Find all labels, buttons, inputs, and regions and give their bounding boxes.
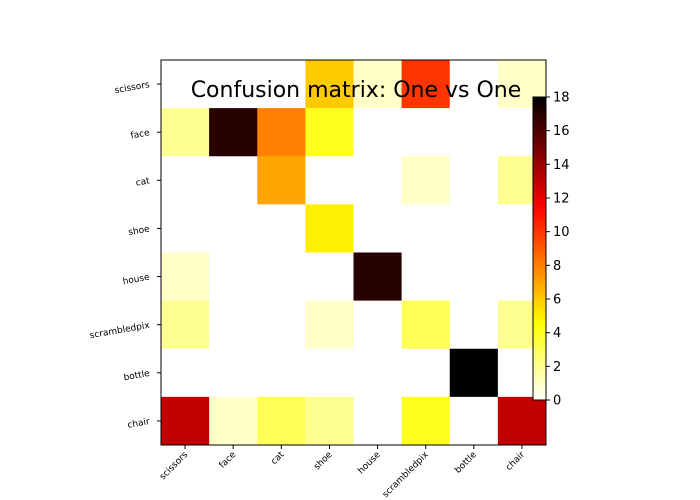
x-tick-label: shoe <box>312 450 335 473</box>
colorbar-tick-label: 14 <box>553 158 570 173</box>
y-tick-label: bottle <box>123 369 151 383</box>
heatmap-cell-chair-shoe <box>305 396 354 446</box>
heatmap-cell-chair-scrambledpix <box>401 396 451 446</box>
y-tick-label: scrambledpix <box>89 321 151 341</box>
x-tick-label: chair <box>504 450 527 473</box>
heatmap-cell-shoe-scissors <box>161 204 210 253</box>
heatmap-cell-bottle-bottle <box>449 348 499 398</box>
heatmap-cell-chair-cat <box>257 396 306 446</box>
y-axis-ticks: scissors face cat shoe house scrambledpix bott… <box>89 80 161 431</box>
heatmap-cell-house-house <box>353 252 402 301</box>
x-tick-label: house <box>356 450 383 477</box>
heatmap-cell-scissors-bottle <box>449 60 499 109</box>
heatmap-cell-scrambledpix-shoe <box>305 300 354 350</box>
colorbar-tick-label: 4 <box>553 326 561 341</box>
y-tick-label: scissors <box>114 80 151 96</box>
heatmap-cell-face-shoe <box>305 108 354 157</box>
heatmap-cell-scissors-face <box>209 60 258 109</box>
heatmap-cell-house-scrambledpix <box>401 252 451 301</box>
heatmap-cell-scissors-cat <box>257 60 306 109</box>
heatmap-cell-shoe-face <box>209 204 258 253</box>
heatmap-cell-scissors-scissors <box>161 60 210 109</box>
heatmap-cell-house-shoe <box>305 252 354 301</box>
x-tick-label: scrambledpix <box>381 450 431 500</box>
heatmap-cell-cat-shoe <box>305 156 354 205</box>
colorbar-tick-label: 10 <box>553 225 570 240</box>
heatmap-cell-shoe-shoe <box>305 204 354 253</box>
x-tick-label: bottle <box>453 450 479 476</box>
colorbar-tick-label: 2 <box>553 360 561 375</box>
y-tick-label: cat <box>135 176 151 188</box>
heatmap-cell-chair-house <box>353 396 402 446</box>
heatmap-cell-chair-bottle <box>449 396 499 446</box>
colorbar-tick-label: 18 <box>553 91 570 106</box>
heatmap-cell-face-scissors <box>161 108 210 157</box>
heatmap-cell-house-bottle <box>449 252 499 301</box>
heatmap-cell-cat-bottle <box>449 156 499 205</box>
heatmap-cell-face-house <box>353 108 402 157</box>
heatmap-cell-shoe-scrambledpix <box>401 204 451 253</box>
heatmap-cell-scrambledpix-bottle <box>449 300 499 350</box>
heatmap-cell-face-bottle <box>449 108 499 157</box>
chart-title: Confusion matrix: One vs One <box>191 78 522 103</box>
heatmap-cells <box>161 60 547 446</box>
heatmap-cell-cat-face <box>209 156 258 205</box>
colorbar-tick-label: 0 <box>553 394 561 409</box>
heatmap-cell-cat-house <box>353 156 402 205</box>
heatmap-cell-scrambledpix-house <box>353 300 402 350</box>
colorbar-tick-label: 6 <box>553 293 561 308</box>
heatmap-cell-scrambledpix-scissors <box>161 300 210 350</box>
heatmap-cell-chair-face <box>209 396 258 446</box>
heatmap-cell-chair-scissors <box>161 396 210 446</box>
colorbar-gradient <box>532 96 547 401</box>
heatmap-cell-bottle-face <box>209 348 258 398</box>
y-tick-label: shoe <box>128 224 151 238</box>
colorbar-tick-label: 8 <box>553 259 561 274</box>
heatmap-cell-shoe-house <box>353 204 402 253</box>
heatmap-cell-house-cat <box>257 252 306 301</box>
heatmap-cell-face-scrambledpix <box>401 108 451 157</box>
heatmap-cell-bottle-shoe <box>305 348 354 398</box>
y-tick-label: face <box>130 128 151 141</box>
heatmap-cell-scrambledpix-face <box>209 300 258 350</box>
x-tick-label: face <box>218 450 239 471</box>
y-tick-label: chair <box>127 417 151 431</box>
heatmap-cell-bottle-scrambledpix <box>401 348 451 398</box>
heatmap-cell-house-scissors <box>161 252 210 301</box>
heatmap-cell-face-cat <box>257 108 306 157</box>
heatmap-cell-scissors-shoe <box>305 60 354 109</box>
heatmap-cell-scrambledpix-scrambledpix <box>401 300 451 350</box>
x-tick-label: cat <box>269 450 286 467</box>
heatmap-cell-cat-cat <box>257 156 306 205</box>
x-tick-label: scissors <box>158 450 190 482</box>
heatmap-cell-cat-scissors <box>161 156 210 205</box>
heatmap-cell-face-face <box>209 108 258 157</box>
heatmap-cell-bottle-cat <box>257 348 306 398</box>
heatmap-cell-house-face <box>209 252 258 301</box>
colorbar: 0 2 4 6 8 10 12 14 16 18 <box>532 91 570 409</box>
colorbar-tick-label: 16 <box>553 124 570 139</box>
heatmap-cell-cat-scrambledpix <box>401 156 451 205</box>
heatmap-cell-scissors-scrambledpix <box>401 60 451 109</box>
heatmap-cell-bottle-house <box>353 348 402 398</box>
y-tick-label: house <box>122 273 151 288</box>
heatmap-cell-scissors-house <box>353 60 402 109</box>
heatmap-cell-chair-chair <box>497 396 547 446</box>
heatmap-cell-shoe-cat <box>257 204 306 253</box>
heatmap-cell-bottle-scissors <box>161 348 210 398</box>
heatmap-cell-scrambledpix-cat <box>257 300 306 350</box>
colorbar-tick-label: 12 <box>553 192 570 207</box>
heatmap-cell-shoe-bottle <box>449 204 499 253</box>
